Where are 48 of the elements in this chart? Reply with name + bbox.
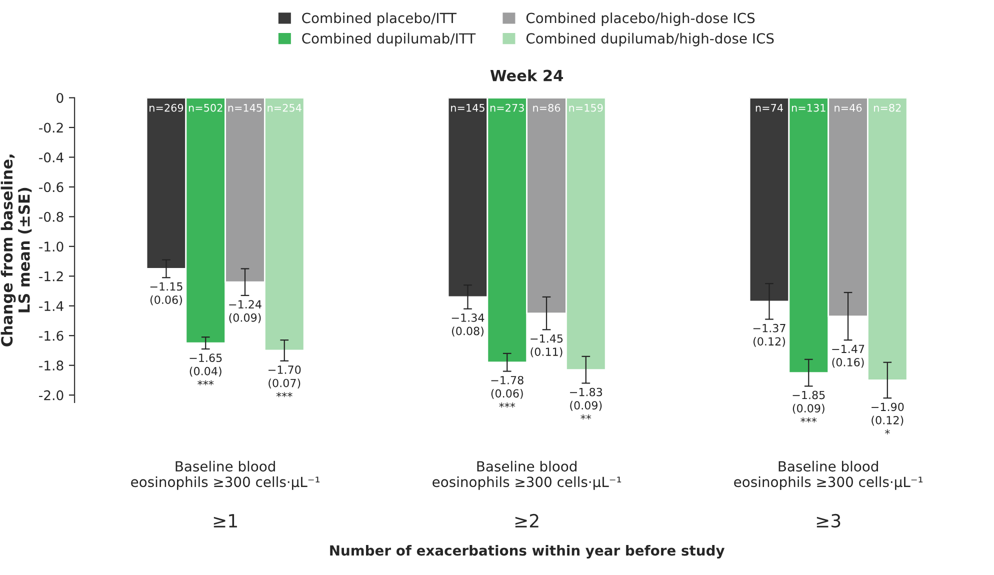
y-tick-label: -2.0: [39, 390, 64, 400]
legend-label: Combined dupilumab/high-dose ICS: [526, 32, 774, 46]
text: Baseline blood eosinophils ≥300 cells·µL⁻¹: [734, 460, 923, 490]
annotation: n=502: [188, 104, 222, 112]
chart-title: Week 24: [490, 69, 563, 82]
annotation: n=46: [834, 104, 862, 112]
y-tick-label: 0: [56, 92, 64, 103]
data-label: −1.83 (0.09) **: [570, 388, 602, 420]
text: Baseline blood eosinophils ≥300 cells·µL⁻¹: [432, 460, 622, 490]
data-label: −1.37 (0.12): [753, 324, 786, 347]
legend-label: Combined dupilumab/ITT: [302, 32, 476, 46]
annotation: n=269: [150, 104, 184, 112]
y-tick-label: -1.4: [39, 301, 64, 311]
data-label: −1.34 (0.08): [452, 314, 484, 336]
y-tick-label: -1.0: [39, 242, 64, 252]
data-label: −1.90 (0.12) *: [872, 402, 904, 434]
x-tick-label: ≥1: [214, 514, 237, 528]
y-axis-title: Change from baseline, LS mean (±SE): [0, 154, 32, 346]
data-label: −1.47 (0.16): [832, 344, 864, 368]
y-tick-label: -0.4: [39, 152, 64, 162]
data-label: −1.78 (0.06) ***: [491, 376, 524, 408]
legend-label: Combined placebo/ITT: [302, 12, 457, 26]
annotation: n=159: [569, 104, 603, 112]
x-axis-title: Number of exacerbations within year before study: [330, 544, 725, 559]
annotation: n=131: [792, 104, 826, 112]
data-label: −1.85 (0.09) ***: [792, 390, 825, 422]
data-label: −1.24 (0.09): [229, 300, 262, 324]
data-label: −1.70 (0.07) ***: [268, 366, 301, 398]
annotation: n=86: [533, 104, 560, 112]
x-tick-label: ≥3: [816, 514, 840, 528]
annotation: n=145: [451, 104, 484, 112]
y-tick-label: -1.6: [39, 330, 64, 341]
text: Baseline blood eosinophils ≥300 cells·µL⁻¹: [131, 460, 320, 490]
x-tick-label: ≥2: [515, 514, 538, 528]
annotation: n=145: [228, 104, 262, 112]
y-tick-label: -0.2: [39, 122, 63, 133]
y-tick-label: -1.2: [39, 271, 63, 282]
legend-label: Combined placebo/high-dose ICS: [526, 12, 755, 26]
y-tick-label: -0.6: [39, 182, 64, 192]
annotation: n=254: [268, 104, 302, 112]
annotation: n=74: [756, 104, 783, 112]
data-label: −1.15 (0.06): [150, 282, 182, 306]
data-label: −1.45 (0.11): [530, 334, 563, 358]
annotation: n=273: [490, 104, 524, 112]
y-tick-label: -0.8: [39, 212, 64, 222]
data-label: −1.65 (0.04) ***: [190, 354, 222, 386]
annotation: n=82: [874, 104, 901, 112]
y-tick-label: -1.8: [39, 360, 64, 371]
